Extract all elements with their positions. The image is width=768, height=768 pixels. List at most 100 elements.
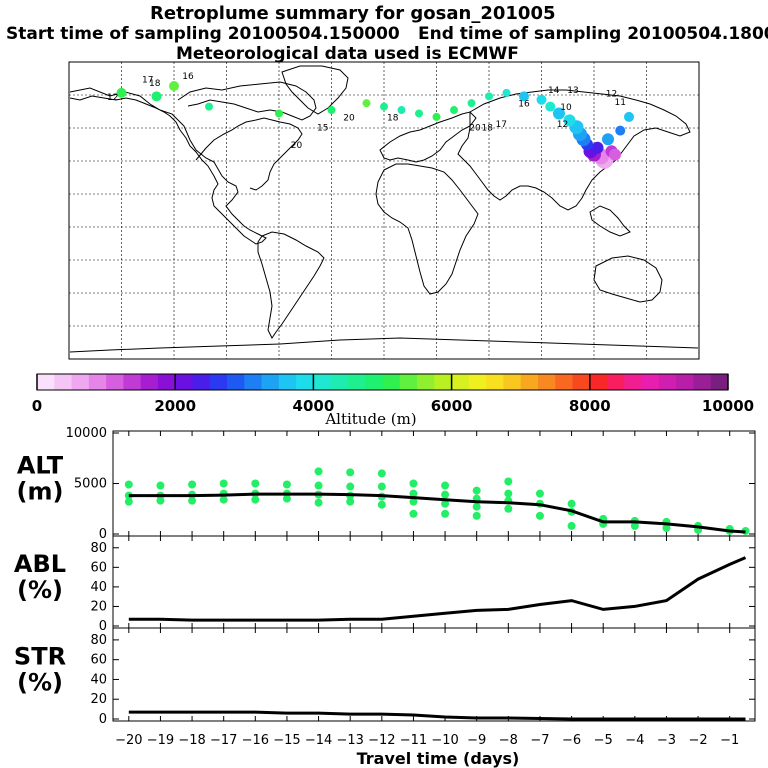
colorbar-swatch <box>399 374 418 390</box>
trajectory-day-label: 17 <box>496 120 507 130</box>
alt-scatter-point <box>314 481 323 490</box>
y-tick-label: 60 <box>90 560 107 575</box>
colorbar-tick-label: 4000 <box>293 397 335 415</box>
trajectory-day-label: 13 <box>567 86 578 96</box>
trajectory-point <box>609 148 621 161</box>
x-tick-label: −10 <box>431 733 458 748</box>
colorbar-swatch <box>140 374 159 390</box>
trajectory-day-label: 20 <box>291 141 303 151</box>
trajectory-day-label: 18 <box>387 113 399 123</box>
colorbar-swatch <box>157 374 176 390</box>
trajectory-point <box>116 87 127 98</box>
colorbar-title: Altitude (m) <box>324 410 416 428</box>
alt-scatter-point <box>314 467 323 476</box>
altitude-colorbar <box>36 373 729 391</box>
colorbar-swatch <box>572 374 591 390</box>
trajectory-point <box>432 112 441 121</box>
alt-scatter-point <box>409 497 418 506</box>
panel-str: 0 20 40 60 80 STR(%) <box>14 627 756 727</box>
colorbar-swatch <box>589 374 608 390</box>
alt-scatter-point <box>472 502 481 511</box>
alt-scatter-point <box>409 479 418 488</box>
trajectory-point <box>545 101 556 112</box>
trajectory-day-label: 20 <box>469 124 481 134</box>
colorbar-swatch <box>71 374 90 390</box>
alt-scatter-point <box>377 500 386 509</box>
colorbar-swatch <box>37 374 55 390</box>
colorbar-swatch <box>693 374 712 390</box>
x-axis-title: Travel time (days) <box>357 749 520 768</box>
y-tick-label: 80 <box>90 633 107 648</box>
alt-scatter-point <box>441 509 450 518</box>
x-tick-label: −18 <box>178 733 205 748</box>
panel-abl: 0 20 40 60 80 ABL(%) <box>14 535 756 634</box>
trajectory-day-label: 12 <box>606 89 617 99</box>
alt-scatter-point <box>377 482 386 491</box>
y-tick-label: 60 <box>90 653 107 668</box>
colorbar-swatch <box>54 374 73 390</box>
alt-scatter-point <box>251 495 260 504</box>
alt-scatter-point <box>472 511 481 520</box>
alt-scatter-point <box>156 481 165 490</box>
trajectory-point <box>536 94 547 105</box>
y-tick-label: 0 <box>99 712 107 727</box>
colorbar-swatch <box>278 374 297 390</box>
x-tick-label: −2 <box>688 733 707 748</box>
colorbar-swatch <box>244 374 263 390</box>
x-axis-tick-labels: −20 −19 −18 −17 −16 −15 −14 −13 −12 −11 −10 −9 −8 −7−… <box>115 733 739 748</box>
alt-scatter-point <box>282 494 291 503</box>
trajectory-point <box>624 111 634 122</box>
x-tick-label: −13 <box>336 733 363 748</box>
colorbar-swatch <box>520 374 539 390</box>
colorbar-swatch <box>106 374 124 390</box>
trajectory-day-label: 10 <box>560 103 572 113</box>
x-tick-label: −1 <box>720 733 739 748</box>
colorbar-swatch <box>641 374 660 390</box>
colorbar-swatch <box>261 374 280 390</box>
colorbar-swatch <box>676 374 694 390</box>
alt-scatter-point <box>156 496 165 505</box>
alt-scatter-point <box>567 499 576 508</box>
colorbar-swatch <box>296 374 314 390</box>
alt-scatter-point <box>124 480 133 489</box>
chart-title: Retroplume summary for gosan_201005 <box>150 3 556 24</box>
panel-label-str: STR <box>14 643 66 671</box>
trajectory-points <box>116 81 634 169</box>
alt-scatter-point <box>409 509 418 518</box>
trajectory-point <box>169 81 179 92</box>
colorbar-swatch <box>607 374 625 390</box>
colorbar-swatch <box>382 374 401 390</box>
y-tick-label: 20 <box>90 599 107 614</box>
trajectory-point <box>602 133 614 146</box>
trajectory-day-label: 20 <box>343 113 355 123</box>
panel-label-alt: ALT <box>17 452 64 480</box>
x-tick-label: −20 <box>115 733 142 748</box>
trajectory-day-label: 18 <box>149 79 161 89</box>
alt-scatter-point <box>346 468 355 477</box>
met-data-label: Meteorological data used is ECMWF <box>176 44 519 64</box>
x-tick-label: −7 <box>530 733 549 748</box>
colorbar-swatch <box>537 374 556 390</box>
alt-scatter-point <box>251 479 260 488</box>
trajectory-point <box>450 106 458 115</box>
alt-mean-line <box>128 492 746 534</box>
alt-scatter-point <box>409 489 418 498</box>
y-tick-label: 40 <box>90 672 107 687</box>
alt-scatter-point <box>630 521 639 530</box>
trajectory-day-label: 17 <box>142 76 153 86</box>
colorbar-swatch <box>624 374 643 390</box>
x-tick-label: −4 <box>625 733 644 748</box>
alt-scatter-point <box>472 486 481 495</box>
alt-scatter-point <box>535 511 544 520</box>
trajectory-day-label: 12 <box>107 93 118 103</box>
colorbar-swatch <box>503 374 522 390</box>
colorbar-swatch <box>209 374 228 390</box>
y-tick-label: 40 <box>90 580 107 595</box>
trajectory-point <box>502 88 511 97</box>
trajectory-point <box>362 99 371 108</box>
x-tick-label: −17 <box>210 733 237 748</box>
alt-scatter-point <box>567 521 576 530</box>
